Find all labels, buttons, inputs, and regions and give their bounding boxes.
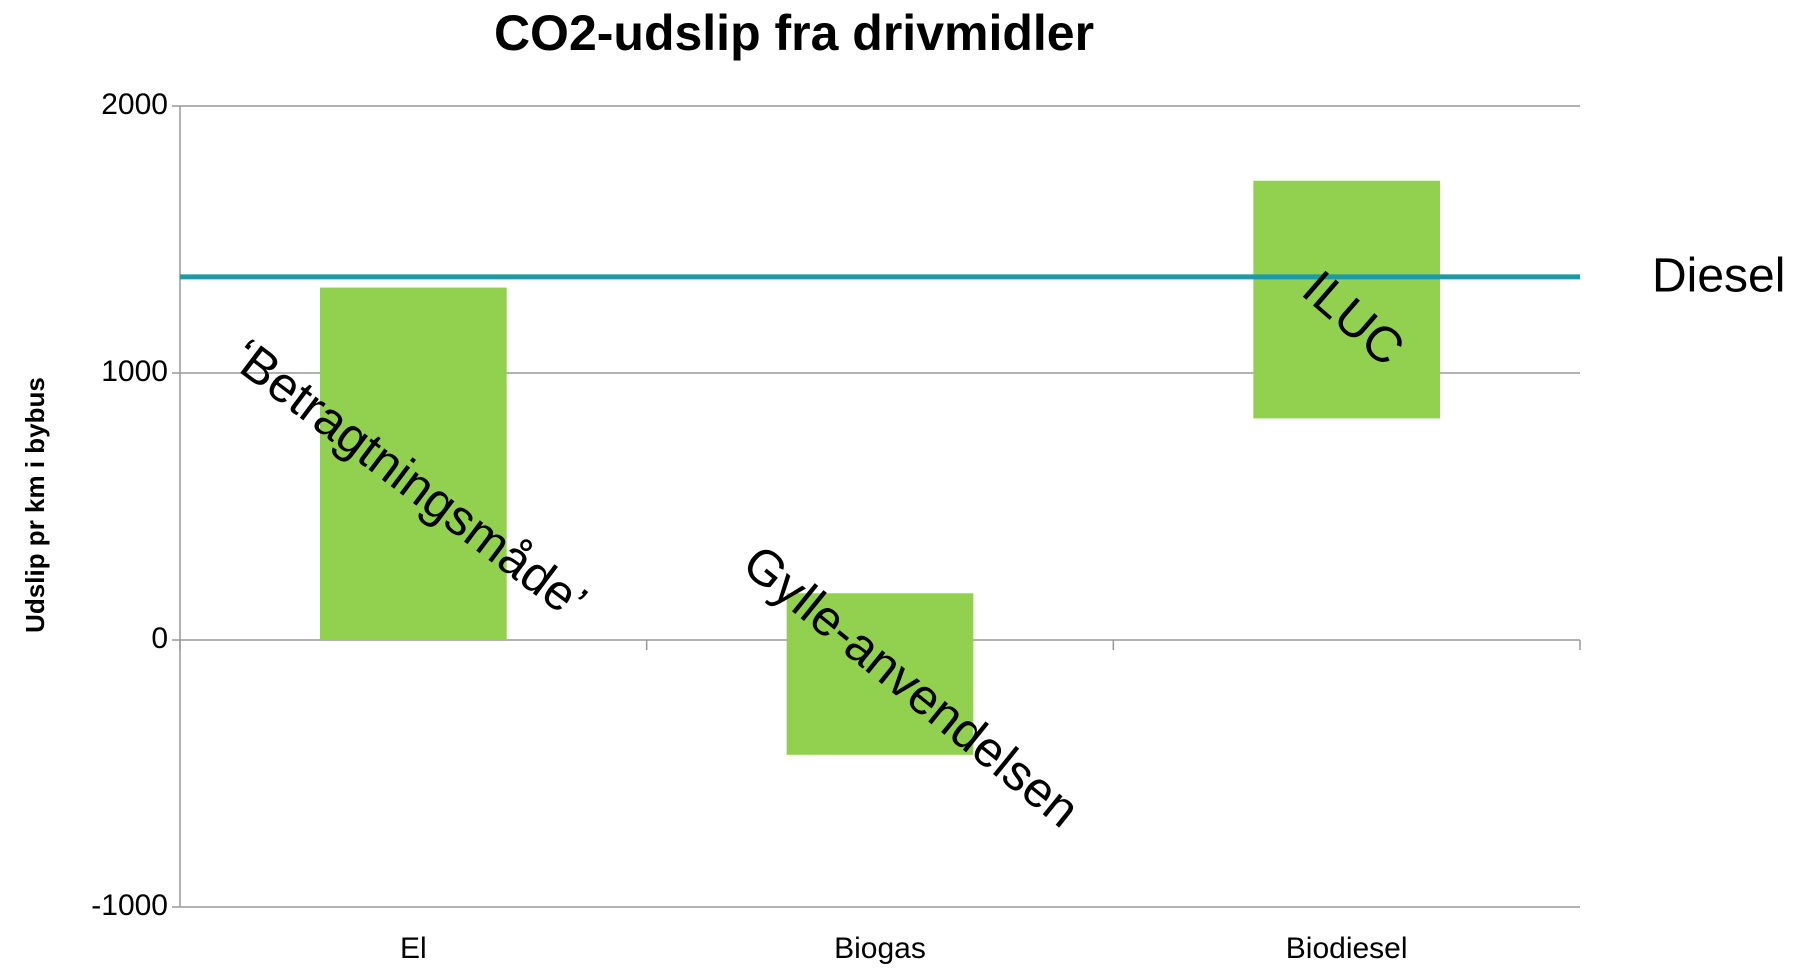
y-tick-label: -1000: [91, 889, 168, 922]
y-tick-label: 2000: [101, 88, 168, 121]
x-tick-label: Biodiesel: [1286, 932, 1408, 965]
annotation: Gylle-anvendelsen: [733, 534, 1090, 838]
x-tick-label: Biogas: [834, 932, 926, 965]
chart-title: CO2-udslip fra drivmidler: [494, 5, 1094, 61]
y-tick-label: 1000: [101, 355, 168, 388]
y-tick-label: 0: [151, 622, 168, 655]
bar: [1253, 180, 1440, 419]
bar: [320, 287, 507, 640]
reference-label: Diesel: [1652, 250, 1785, 303]
bar: [786, 593, 974, 755]
y-axis-label: Udslip pr km i bybus: [20, 377, 50, 633]
x-tick-label: El: [400, 932, 427, 965]
